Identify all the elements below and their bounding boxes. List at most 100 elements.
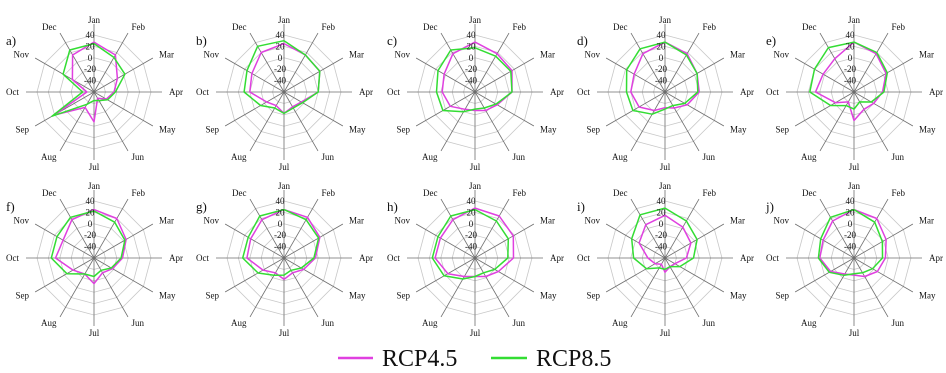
category-label: Mar <box>349 50 364 60</box>
radial-tick-label: -40 <box>655 76 667 86</box>
category-label: Aug <box>422 318 438 328</box>
category-label: Nov <box>14 50 30 60</box>
spoke <box>605 91 666 127</box>
category-label: Jan <box>848 181 860 191</box>
spoke <box>605 223 666 259</box>
category-label: Apr <box>550 87 564 97</box>
category-label: Apr <box>929 87 943 97</box>
spoke <box>59 198 95 259</box>
category-label: Aug <box>801 152 817 162</box>
panel-label: i) <box>577 199 585 214</box>
radial-tick-label: 0 <box>848 219 853 229</box>
radial-tick-label: 40 <box>846 30 856 40</box>
radial-tick-label: 40 <box>657 196 667 206</box>
series-rcp85-line <box>243 39 321 115</box>
spoke <box>93 57 154 93</box>
category-label: Mar <box>540 216 555 226</box>
category-label: Dec <box>232 188 247 198</box>
spoke <box>630 257 666 318</box>
spoke <box>283 57 344 93</box>
spoke <box>853 198 889 259</box>
category-label: Oct <box>766 253 779 263</box>
category-label: Apr <box>169 87 183 97</box>
radial-tick-label: 0 <box>659 219 664 229</box>
spoke <box>664 91 700 152</box>
spoke <box>664 91 725 127</box>
spoke <box>440 257 476 318</box>
category-label: Sep <box>587 291 601 301</box>
category-label: Jun <box>703 318 716 328</box>
spoke <box>249 257 285 318</box>
radial-tick-label: -20 <box>274 64 286 74</box>
spoke <box>93 223 154 259</box>
category-label: Apr <box>359 87 373 97</box>
category-label: Dec <box>232 22 247 32</box>
radial-tick-label: 40 <box>657 30 667 40</box>
panel-label: j) <box>765 199 774 214</box>
category-label: Jun <box>132 152 145 162</box>
spoke <box>794 257 855 293</box>
category-label: Oct <box>766 87 779 97</box>
radial-tick-label: -20 <box>655 230 667 240</box>
category-label: Jul <box>849 328 860 338</box>
spoke <box>224 223 285 259</box>
radial-tick-label: 0 <box>848 53 853 63</box>
radial-tick-label: 0 <box>278 53 283 63</box>
spoke <box>224 57 285 93</box>
spoke <box>474 223 535 259</box>
category-label: Sep <box>16 291 30 301</box>
category-label: Oct <box>387 87 400 97</box>
category-label: Jul <box>279 328 290 338</box>
radial-tick-label: 0 <box>469 219 474 229</box>
radial-tick-label: 20 <box>657 207 667 217</box>
spoke <box>249 198 285 259</box>
radial-tick-label: 40 <box>846 196 856 206</box>
spoke <box>249 32 285 93</box>
spoke <box>474 91 535 127</box>
category-label: Jan <box>88 181 100 191</box>
category-label: Apr <box>929 253 943 263</box>
category-label: Jun <box>513 152 526 162</box>
legend-label-rcp85: RCP8.5 <box>536 346 611 372</box>
series-rcp45-line <box>441 41 513 112</box>
radial-tick-label: 20 <box>657 41 667 51</box>
category-label: Aug <box>41 152 57 162</box>
radial-tick-label: -40 <box>844 76 856 86</box>
category-label: Feb <box>322 188 336 198</box>
series-rcp85-line <box>241 208 320 277</box>
category-label: Feb <box>132 22 146 32</box>
spoke <box>819 198 855 259</box>
spoke <box>664 257 700 318</box>
spoke <box>474 257 535 293</box>
category-label: Jul <box>89 162 100 172</box>
category-label: Jun <box>892 152 905 162</box>
radial-tick-label: 40 <box>86 196 96 206</box>
spoke <box>249 91 285 152</box>
category-label: Jul <box>660 162 671 172</box>
category-label: Oct <box>196 253 209 263</box>
category-label: Oct <box>387 253 400 263</box>
spoke <box>819 32 855 93</box>
radial-tick-label: 20 <box>86 41 96 51</box>
panel-label: b) <box>196 33 207 48</box>
spoke <box>794 223 855 259</box>
spoke <box>630 32 666 93</box>
category-label: Mar <box>349 216 364 226</box>
radial-tick-label: -20 <box>844 64 856 74</box>
category-label: Apr <box>740 87 754 97</box>
spoke <box>664 223 725 259</box>
panel-label: d) <box>577 33 588 48</box>
category-label: Jun <box>703 152 716 162</box>
category-label: Apr <box>359 253 373 263</box>
spoke <box>93 257 129 318</box>
category-label: Jun <box>322 152 335 162</box>
category-label: Aug <box>422 152 438 162</box>
spoke <box>283 32 319 93</box>
series-rcp45-line <box>638 214 692 274</box>
category-label: Jul <box>470 162 481 172</box>
radial-tick-label: -40 <box>655 242 667 252</box>
